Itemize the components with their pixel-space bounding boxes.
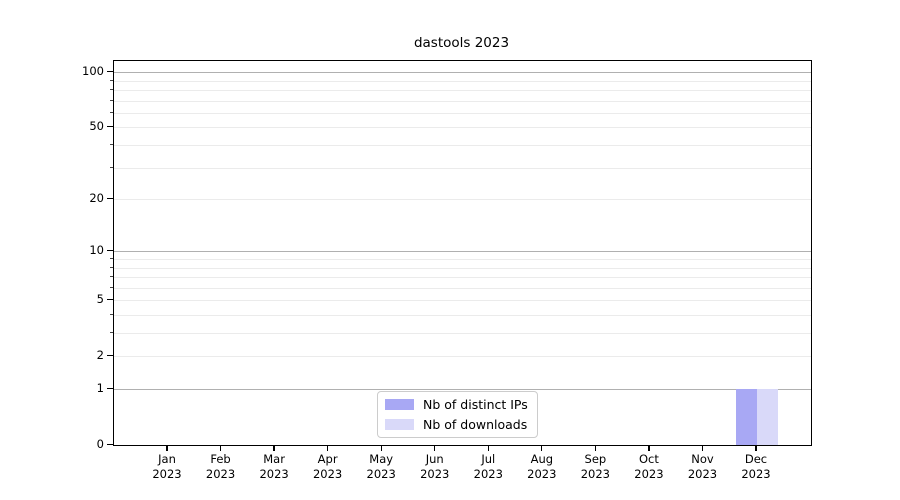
y-tick-label: 100 <box>82 63 104 78</box>
y-tick-mark <box>107 70 113 72</box>
x-tick-label: Jan 2023 <box>152 452 182 481</box>
x-tick-mark <box>219 445 222 451</box>
y-gridline <box>114 300 811 302</box>
legend-swatch <box>385 399 414 410</box>
x-tick-mark <box>166 445 168 451</box>
y-minor-gridline <box>114 314 811 316</box>
x-tick-mark <box>326 445 329 451</box>
x-tick-label: Sep 2023 <box>580 452 610 481</box>
y-minor-tick-mark <box>109 79 113 81</box>
y-tick-mark <box>107 387 113 389</box>
plot-area <box>113 60 812 446</box>
y-minor-tick-mark <box>109 266 113 268</box>
y-minor-gridline <box>114 267 811 269</box>
y-minor-tick-mark <box>109 276 113 278</box>
y-minor-tick-mark <box>109 89 113 90</box>
y-minor-gridline <box>114 333 811 334</box>
legend-swatch <box>385 419 414 430</box>
y-minor-gridline <box>114 112 811 114</box>
y-tick-label: 20 <box>89 190 104 205</box>
y-tick-mark <box>107 443 113 445</box>
y-minor-gridline <box>114 277 811 279</box>
y-tick-label: 0 <box>96 436 104 451</box>
y-tick-mark <box>107 298 113 301</box>
y-minor-gridline <box>114 145 811 146</box>
y-tick-mark <box>107 125 113 128</box>
y-minor-gridline <box>114 258 811 260</box>
y-gridline <box>114 356 811 358</box>
x-tick-mark <box>541 445 543 451</box>
y-minor-tick-mark <box>109 144 113 145</box>
x-tick-mark <box>701 445 704 451</box>
x-tick-label: Jul 2023 <box>473 452 503 481</box>
y-minor-tick-mark <box>109 166 113 168</box>
y-gridline <box>114 127 811 129</box>
y-tick-label: 5 <box>96 291 104 306</box>
x-tick-label: Apr 2023 <box>312 452 343 481</box>
y-minor-tick-mark <box>109 286 113 288</box>
x-tick-label: May 2023 <box>366 452 396 481</box>
y-minor-gridline <box>114 287 811 289</box>
y-gridline <box>114 199 811 201</box>
y-tick-label: 50 <box>89 118 104 133</box>
x-tick-mark <box>648 445 650 451</box>
legend-entry: Nb of distinct IPs <box>385 397 528 412</box>
bar-nb-of-distinct-ips <box>736 389 757 445</box>
y-gridline <box>114 389 811 390</box>
y-minor-gridline <box>114 167 811 169</box>
legend-label: Nb of distinct IPs <box>423 397 528 412</box>
y-gridline <box>114 72 811 74</box>
x-tick-label: Nov 2023 <box>687 452 718 481</box>
x-tick-mark <box>487 445 489 451</box>
y-minor-tick-mark <box>109 99 113 101</box>
x-tick-mark <box>594 445 596 451</box>
y-tick-label: 10 <box>89 242 104 257</box>
y-tick-mark <box>107 354 113 357</box>
legend-entry: Nb of downloads <box>385 417 528 432</box>
x-tick-mark <box>380 445 382 451</box>
y-minor-tick-mark <box>109 332 113 333</box>
legend: Nb of distinct IPs Nb of downloads <box>377 391 538 438</box>
y-minor-gridline <box>114 100 811 102</box>
y-gridline <box>114 251 811 253</box>
y-minor-tick-mark <box>109 313 113 315</box>
y-minor-tick-mark <box>109 257 113 259</box>
y-minor-gridline <box>114 80 811 82</box>
x-tick-mark <box>434 445 436 451</box>
x-tick-mark <box>755 445 757 451</box>
y-tick-mark <box>107 249 113 252</box>
x-tick-label: Feb 2023 <box>205 452 236 481</box>
x-tick-mark <box>273 445 275 451</box>
chart-title: dastools 2023 <box>413 35 510 51</box>
x-tick-label: Jun 2023 <box>420 452 450 481</box>
bar-nb-of-downloads <box>757 389 778 445</box>
y-tick-label: 1 <box>96 380 104 395</box>
y-tick-mark <box>107 197 113 199</box>
x-tick-label: Aug 2023 <box>527 452 557 481</box>
x-tick-label: Oct 2023 <box>634 452 664 481</box>
x-tick-label: Dec 2023 <box>741 452 771 481</box>
legend-label: Nb of downloads <box>423 417 528 432</box>
x-tick-label: Mar 2023 <box>259 452 289 481</box>
y-minor-tick-mark <box>109 111 113 113</box>
y-tick-label: 2 <box>96 347 104 362</box>
y-minor-gridline <box>114 90 811 91</box>
